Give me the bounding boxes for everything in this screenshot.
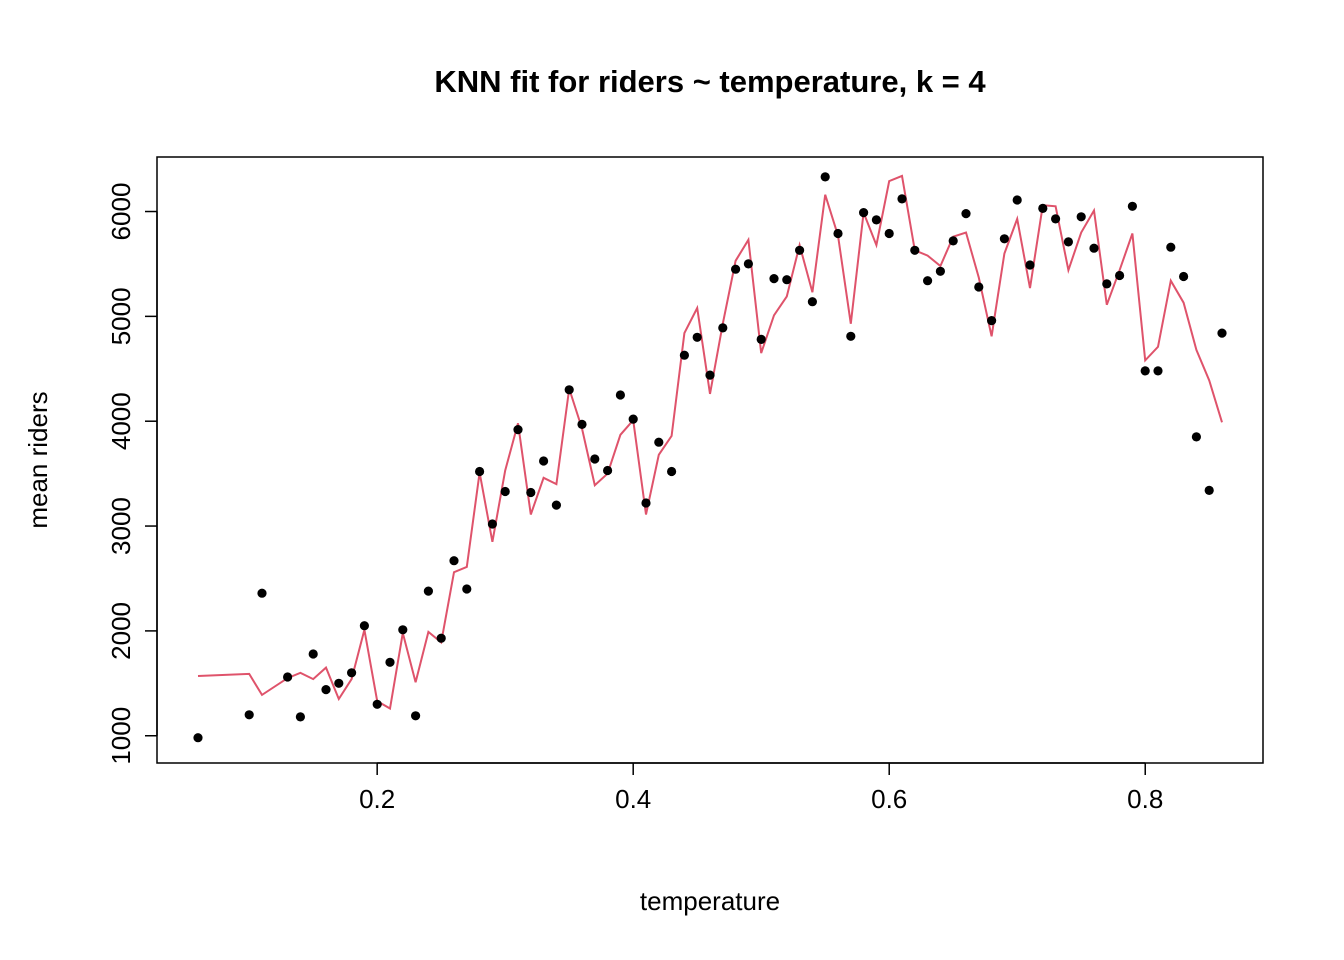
y-axis-label: mean riders: [23, 391, 53, 528]
x-tick-label: 0.2: [359, 784, 395, 814]
x-axis-label: temperature: [640, 886, 780, 916]
data-point: [539, 456, 549, 466]
data-point: [1089, 243, 1099, 253]
data-point: [487, 519, 497, 529]
data-point: [820, 172, 830, 182]
data-point: [1153, 366, 1163, 376]
data-point: [654, 437, 664, 447]
data-point: [871, 215, 882, 225]
data-point: [743, 259, 754, 269]
data-point: [244, 710, 254, 720]
data-point: [551, 500, 562, 510]
data-point: [1127, 201, 1137, 211]
data-point: [999, 234, 1010, 244]
data-point: [1063, 237, 1073, 247]
data-point: [769, 274, 779, 284]
y-tick-label: 3000: [106, 497, 136, 555]
y-tick-label: 6000: [106, 183, 136, 241]
data-point: [846, 331, 856, 341]
data-point: [577, 419, 587, 429]
data-point: [974, 282, 984, 292]
x-axis: 0.2 0.4 0.6 0.8: [359, 762, 1163, 814]
data-point: [398, 625, 408, 635]
data-point: [347, 668, 357, 678]
chart-title: KNN fit for riders ~ temperature, k = 4: [434, 64, 986, 99]
data-point: [526, 487, 536, 498]
data-point: [807, 297, 818, 307]
data-point: [1217, 328, 1227, 338]
data-point: [321, 685, 331, 695]
data-point: [1012, 195, 1022, 205]
data-point: [423, 586, 433, 596]
data-point: [615, 390, 626, 400]
data-point: [756, 334, 766, 344]
data-point: [679, 350, 690, 360]
data-point: [372, 699, 382, 709]
data-point: [1204, 485, 1214, 495]
data-point: [1102, 279, 1112, 289]
data-point: [590, 454, 600, 464]
x-tick-label: 0.8: [1127, 784, 1163, 814]
data-point: [833, 228, 843, 239]
y-tick-label: 2000: [106, 602, 136, 660]
data-points: [193, 172, 1227, 743]
data-point: [1166, 242, 1176, 252]
data-point: [667, 466, 677, 477]
data-point: [961, 209, 971, 219]
data-point: [795, 245, 805, 255]
data-point: [935, 266, 946, 276]
knn-fit-line: [197, 174, 1223, 711]
y-tick-label: 5000: [106, 287, 136, 345]
x-tick-label: 0.4: [615, 784, 651, 814]
data-point: [603, 465, 613, 476]
data-point: [1115, 270, 1125, 281]
data-point: [411, 711, 421, 721]
y-axis: 1000 2000 3000 4000 5000 6000: [106, 183, 158, 765]
data-point: [782, 275, 792, 285]
data-point: [705, 370, 715, 380]
data-point: [731, 264, 741, 274]
data-point: [1076, 212, 1086, 222]
data-point: [1179, 271, 1189, 282]
data-point: [641, 498, 651, 508]
data-point: [1051, 214, 1061, 224]
data-point: [500, 486, 510, 497]
data-point: [628, 414, 638, 424]
data-point: [385, 657, 395, 667]
data-point: [884, 228, 894, 239]
data-point: [436, 633, 446, 643]
data-point: [462, 584, 472, 594]
data-point: [910, 245, 920, 255]
data-point: [1140, 366, 1150, 376]
data-point: [359, 621, 369, 631]
data-point: [1025, 260, 1035, 270]
data-point: [987, 316, 997, 326]
data-point: [449, 556, 459, 566]
data-point: [718, 323, 728, 333]
data-point: [948, 236, 958, 246]
data-point: [334, 678, 344, 688]
data-point: [513, 425, 523, 435]
y-tick-label: 4000: [106, 392, 136, 450]
x-tick-label: 0.6: [871, 784, 907, 814]
data-point: [897, 194, 907, 204]
data-point: [1038, 203, 1048, 213]
y-tick-label: 1000: [106, 707, 136, 765]
data-point: [859, 208, 869, 218]
data-point: [295, 712, 305, 722]
data-point: [283, 672, 293, 682]
data-point: [564, 385, 574, 395]
data-point: [475, 466, 485, 477]
data-point: [692, 332, 702, 342]
data-point: [923, 276, 933, 286]
data-point: [257, 588, 267, 598]
data-point: [193, 733, 203, 743]
data-point: [1191, 432, 1201, 442]
data-point: [308, 649, 318, 659]
